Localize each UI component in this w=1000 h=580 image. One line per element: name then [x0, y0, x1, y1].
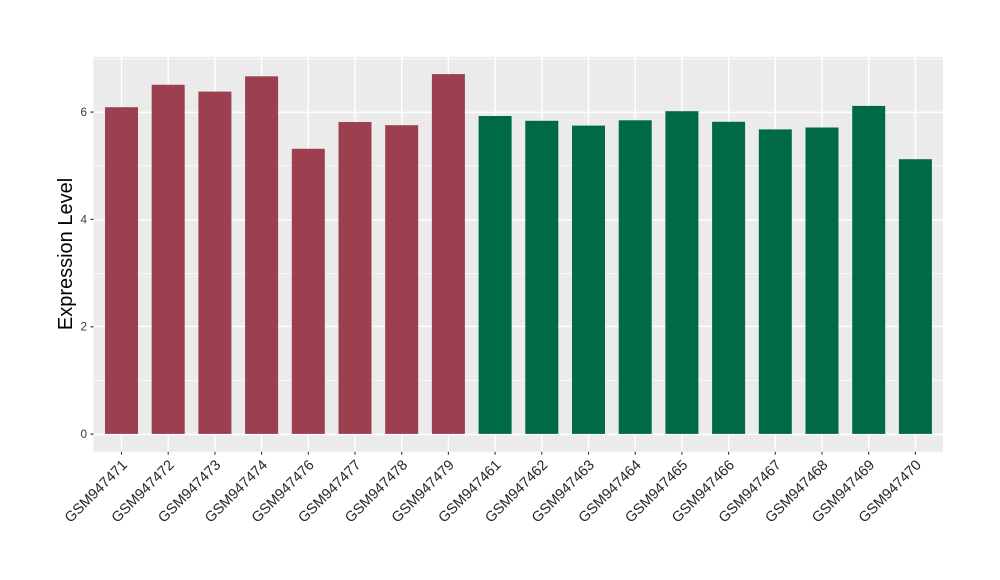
svg-text:2: 2 [80, 321, 87, 334]
svg-text:4: 4 [80, 213, 87, 226]
svg-text:6: 6 [80, 106, 87, 119]
svg-text:Expression Level: Expression Level [55, 178, 77, 330]
svg-text:0: 0 [80, 428, 87, 441]
